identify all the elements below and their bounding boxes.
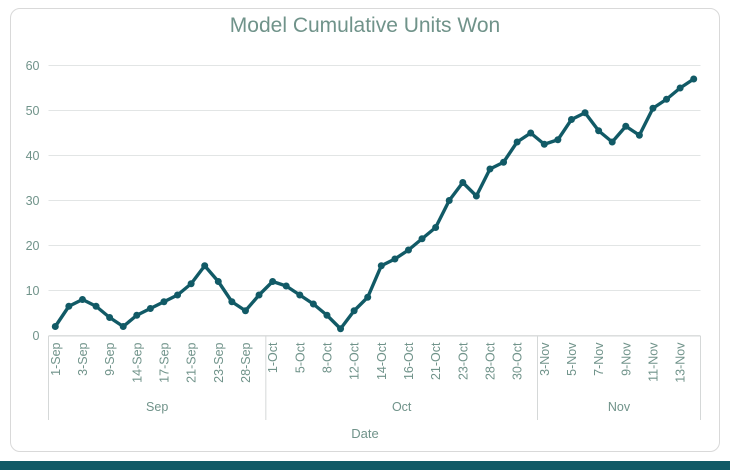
x-tick-label: 3-Sep	[76, 342, 90, 375]
x-tick-label: 14-Oct	[375, 342, 389, 380]
data-point-marker	[635, 131, 643, 139]
data-point-marker	[174, 291, 182, 299]
data-point-marker	[432, 224, 440, 231]
data-point-marker	[649, 104, 657, 112]
x-axis-title: Date	[351, 426, 379, 441]
month-group-label: Sep	[146, 400, 168, 414]
data-point-marker	[350, 307, 358, 315]
data-point-marker	[160, 298, 168, 306]
x-tick-label: 7-Nov	[592, 342, 606, 376]
data-point-marker	[418, 235, 426, 243]
y-tick-label: 20	[26, 239, 40, 253]
chart-title: Model Cumulative Units Won	[229, 14, 501, 37]
x-tick-label: 21-Oct	[429, 342, 443, 380]
x-tick-label: 11-Nov	[646, 342, 660, 382]
data-point-marker	[92, 302, 100, 310]
data-point-marker	[663, 95, 671, 103]
data-point-marker	[445, 197, 453, 204]
data-point-marker	[595, 127, 603, 135]
y-tick-label: 10	[26, 284, 40, 298]
data-point-marker	[296, 291, 304, 299]
data-point-marker	[486, 165, 494, 173]
data-point-marker	[323, 311, 331, 319]
y-tick-label: 50	[26, 104, 40, 118]
series-line	[53, 77, 696, 331]
data-point-marker	[255, 291, 263, 299]
data-point-marker	[513, 138, 521, 146]
x-tick-label: 16-Oct	[402, 342, 416, 380]
data-point-marker	[567, 116, 575, 123]
x-tick-label: 3-Nov	[538, 342, 552, 376]
x-tick-label: 12-Oct	[348, 342, 362, 380]
x-tick-label: 23-Sep	[212, 342, 226, 382]
data-point-marker	[187, 280, 195, 288]
data-point-marker	[459, 179, 467, 186]
data-point-marker	[608, 138, 616, 146]
data-point-marker	[201, 262, 209, 270]
x-tick-label: 23-Oct	[456, 342, 470, 380]
data-point-marker	[622, 122, 630, 130]
x-tick-label: 1-Sep	[49, 342, 63, 375]
data-point-marker	[676, 84, 684, 92]
x-tick-label: 8-Oct	[320, 342, 334, 373]
x-tick-label: 9-Sep	[103, 342, 117, 375]
x-tick-label: 28-Oct	[483, 342, 497, 380]
x-tick-label: 1-Oct	[266, 342, 280, 373]
month-group-label: Nov	[608, 400, 631, 414]
y-tick-label: 40	[26, 149, 40, 163]
x-tick-label: 13-Nov	[674, 342, 688, 383]
y-tick-label: 0	[33, 329, 40, 343]
data-point-marker	[65, 302, 73, 310]
data-point-marker	[472, 192, 480, 200]
data-point-marker	[309, 300, 317, 308]
data-point-marker	[133, 311, 141, 319]
y-tick-label: 60	[26, 59, 40, 73]
data-point-marker	[119, 323, 127, 330]
x-tick-label: 5-Nov	[565, 342, 579, 376]
data-point-marker	[241, 307, 249, 315]
bottom-accent-bar	[0, 461, 730, 470]
x-tick-label: 5-Oct	[293, 342, 307, 373]
data-point-marker	[404, 246, 412, 254]
data-point-marker	[269, 278, 277, 285]
y-tick-label: 30	[26, 194, 40, 208]
data-point-marker	[391, 255, 399, 263]
data-point-marker	[214, 278, 222, 285]
data-point-marker	[581, 109, 589, 117]
data-point-marker	[377, 262, 385, 270]
x-tick-label: 28-Sep	[239, 342, 253, 382]
data-point-marker	[106, 314, 114, 321]
data-point-marker	[78, 296, 86, 303]
x-tick-label: 21-Sep	[185, 342, 199, 382]
data-point-marker	[51, 323, 59, 330]
x-tick-label: 17-Sep	[157, 342, 171, 382]
x-tick-label: 14-Sep	[130, 342, 144, 382]
x-tick-label: 9-Nov	[619, 342, 633, 376]
data-point-marker	[282, 282, 290, 290]
data-point-marker	[500, 158, 508, 166]
chart-frame	[10, 8, 720, 452]
data-point-marker	[146, 305, 154, 312]
data-point-marker	[337, 325, 345, 333]
data-point-marker	[690, 75, 698, 83]
data-point-marker	[228, 298, 236, 306]
data-point-marker	[540, 140, 548, 148]
data-point-marker	[554, 136, 562, 144]
month-group-label: Oct	[392, 400, 412, 414]
x-tick-label: 30-Oct	[511, 342, 525, 380]
data-point-marker	[364, 293, 372, 301]
data-point-marker	[527, 129, 535, 137]
